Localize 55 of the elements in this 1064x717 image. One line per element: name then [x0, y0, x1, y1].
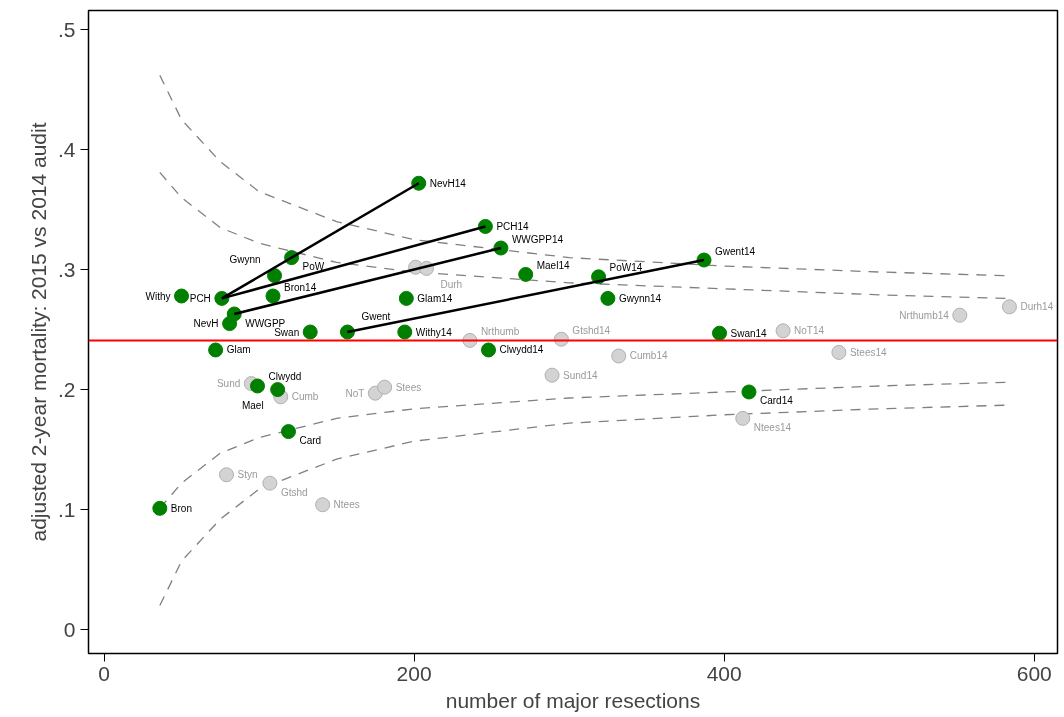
annotation: PoW [302, 261, 325, 273]
annotation: Card14 [759, 395, 794, 407]
annotation: Gwent [361, 310, 391, 322]
x-tick-label: 400 [706, 661, 742, 685]
annotation: Bron [170, 502, 192, 514]
annotation: NoT [345, 387, 365, 399]
annotation: Bron14 [284, 281, 317, 293]
annotation: Ntees14 [753, 421, 792, 433]
annotation: Mael14 [536, 259, 570, 271]
annotation: Clwydd14 [499, 344, 544, 356]
x-tick-label: 200 [396, 661, 432, 685]
x-axis-title: number of major resections [445, 688, 701, 712]
annotation: Gwent14 [715, 245, 756, 257]
x-tick-label: 600 [1016, 661, 1052, 685]
annotation: Stees [395, 381, 422, 393]
annotation: Glam14 [417, 292, 453, 304]
y-tick-label: .4 [57, 137, 76, 161]
annotation: PoW14 [609, 262, 643, 274]
annotation: Nrthumb [480, 325, 520, 337]
annotation: NoT14 [794, 325, 825, 337]
annotation: NevH [193, 318, 219, 330]
y-tick-label: .5 [57, 17, 76, 41]
annotation: WWGPP [245, 317, 286, 329]
x-tick-label: 0 [98, 661, 110, 685]
annotation: Card [299, 435, 322, 447]
annotation: Swan14 [730, 327, 768, 339]
annotation: Sund [216, 378, 241, 390]
y-axis-title: adjusted 2-year mortality: 2015 vs 2014 audit [26, 122, 50, 542]
annotation: Durh14 [1020, 301, 1054, 313]
annotation: Clwydd [268, 371, 302, 383]
annotation: Durh [440, 278, 463, 290]
annotation: Nrthumb14 [899, 309, 950, 321]
annotation: NevH14 [429, 177, 467, 189]
annotation: Styn [237, 469, 258, 481]
annotation: Swan [274, 326, 300, 338]
y-tick-label: .2 [57, 377, 76, 401]
annotation: Ntees [333, 499, 360, 511]
annotation: Sund14 [563, 369, 598, 381]
annotation: Withy [145, 290, 171, 302]
y-tick-label: 0 [63, 617, 76, 641]
annotation: Cumb [291, 391, 319, 403]
annotation: Gwynn [229, 254, 261, 266]
annotation: Gtshd14 [572, 324, 611, 336]
annotation: Glam [226, 344, 251, 356]
annotation: Withy14 [415, 326, 453, 338]
y-tick-label: .1 [57, 497, 76, 521]
annotation: Cumb14 [629, 350, 668, 362]
annotation: Gwynn14 [618, 292, 662, 304]
annotation: Mael [241, 400, 264, 412]
annotation: WWGPP14 [511, 233, 564, 245]
annotation: PCH14 [496, 220, 530, 232]
annotation: Gtshd [280, 486, 308, 498]
annotation: Stees14 [849, 346, 888, 358]
y-tick-label: .3 [57, 257, 76, 281]
annotation: PCH [189, 292, 211, 304]
